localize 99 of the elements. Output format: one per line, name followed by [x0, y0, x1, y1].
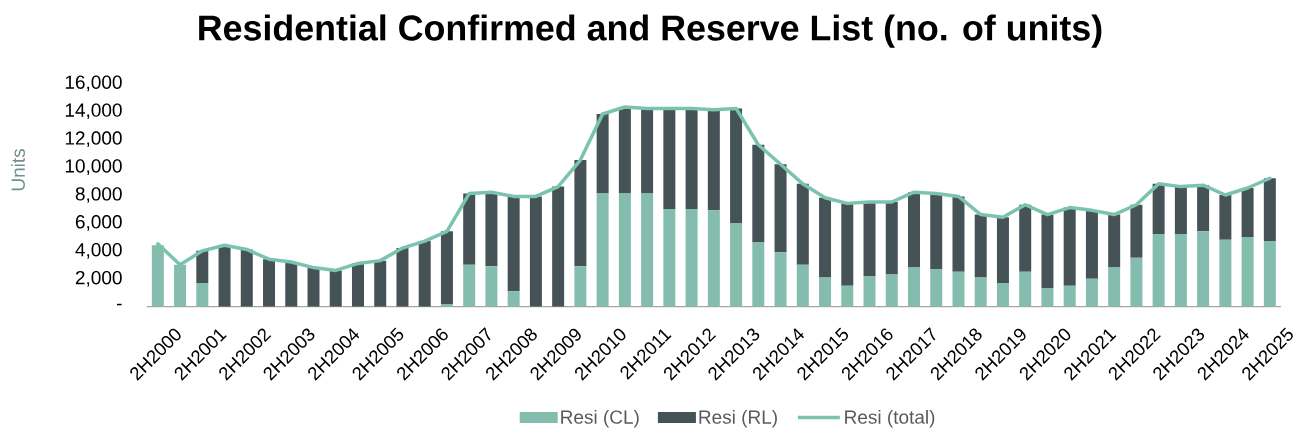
y-tick-label: 2,000	[75, 270, 122, 287]
y-tick-label: 4,000	[75, 243, 122, 259]
bar	[1197, 185, 1210, 232]
bar	[996, 217, 1009, 283]
bar	[1130, 257, 1143, 307]
bar	[1108, 214, 1121, 268]
bar	[1041, 214, 1054, 289]
bar	[396, 248, 409, 307]
bar	[485, 266, 498, 307]
bar	[952, 271, 965, 307]
bar	[685, 208, 698, 307]
bar	[707, 109, 720, 211]
y-tick-label: 14,000	[65, 103, 122, 120]
legend-label: Resi (total)	[845, 409, 935, 428]
bar	[1019, 271, 1032, 307]
bar	[1219, 195, 1232, 240]
bar	[930, 269, 943, 307]
bar	[996, 282, 1009, 307]
bar	[1085, 278, 1098, 307]
bar	[1063, 285, 1076, 307]
bar	[774, 252, 787, 307]
bar	[1108, 267, 1121, 307]
bar	[485, 192, 498, 267]
bar	[908, 267, 920, 307]
bar	[730, 108, 743, 223]
bar	[1152, 183, 1165, 235]
bar	[885, 201, 898, 275]
bar	[263, 259, 276, 307]
bar	[641, 108, 654, 194]
bar	[552, 186, 565, 307]
y-tick-label: 8,000	[75, 187, 122, 203]
bar	[685, 108, 698, 209]
bar	[707, 210, 720, 307]
y-tick-label: 10,000	[65, 159, 122, 175]
bar	[1241, 188, 1254, 237]
bar	[752, 242, 765, 307]
bar	[1241, 236, 1254, 307]
bar	[196, 250, 209, 283]
bar	[351, 263, 364, 307]
chart-title: Residential Confirmed and Reserve List (no. of units)	[199, 14, 1102, 48]
bar	[885, 274, 898, 307]
bar	[974, 214, 987, 278]
bar	[618, 107, 631, 194]
bar	[819, 277, 832, 307]
bar	[574, 160, 587, 267]
bar	[618, 193, 631, 307]
bar	[863, 201, 876, 276]
bar	[974, 277, 987, 307]
bar	[463, 264, 476, 307]
bar	[663, 108, 676, 209]
bar	[1152, 234, 1165, 307]
bar	[930, 193, 943, 269]
legend-label: Resi (RL)	[699, 409, 777, 428]
bar	[952, 196, 965, 272]
bar	[1219, 239, 1232, 307]
bar	[752, 144, 765, 243]
y-axis-title: Units	[10, 149, 25, 191]
bar	[641, 193, 654, 307]
legend-label: Resi (CL)	[561, 409, 639, 428]
y-tick-label: 16,000	[65, 75, 122, 92]
bar	[730, 222, 743, 307]
bar	[196, 282, 209, 307]
bar	[1174, 186, 1187, 235]
y-tick-label: 6,000	[75, 215, 122, 231]
bar	[1063, 207, 1076, 286]
bar	[529, 196, 542, 307]
bar	[1130, 204, 1143, 258]
bar	[574, 266, 587, 307]
bar	[596, 114, 609, 194]
bar	[329, 270, 342, 307]
bar	[1041, 288, 1054, 307]
bar	[908, 192, 920, 268]
y-tick-label: 12,000	[65, 131, 122, 147]
bar	[418, 241, 431, 307]
bar	[218, 245, 231, 307]
bar	[374, 260, 387, 307]
bar	[285, 262, 298, 307]
bar	[507, 196, 520, 292]
bar	[307, 267, 320, 307]
bar	[1197, 231, 1210, 307]
bar	[1085, 210, 1098, 279]
bar	[841, 203, 854, 286]
bar	[1263, 241, 1276, 307]
bar	[819, 197, 832, 278]
bar	[863, 275, 876, 307]
bar	[796, 183, 809, 265]
bar	[796, 264, 809, 307]
bar	[1174, 234, 1187, 307]
bar	[440, 231, 453, 304]
bar	[240, 249, 253, 307]
bar	[463, 193, 476, 265]
bar	[596, 193, 609, 307]
bar	[507, 291, 520, 307]
bar	[663, 208, 676, 307]
bar	[1019, 204, 1032, 272]
y-tick-label: -	[117, 303, 122, 306]
bar	[841, 285, 854, 307]
bar	[774, 164, 787, 253]
bar	[1263, 178, 1276, 242]
